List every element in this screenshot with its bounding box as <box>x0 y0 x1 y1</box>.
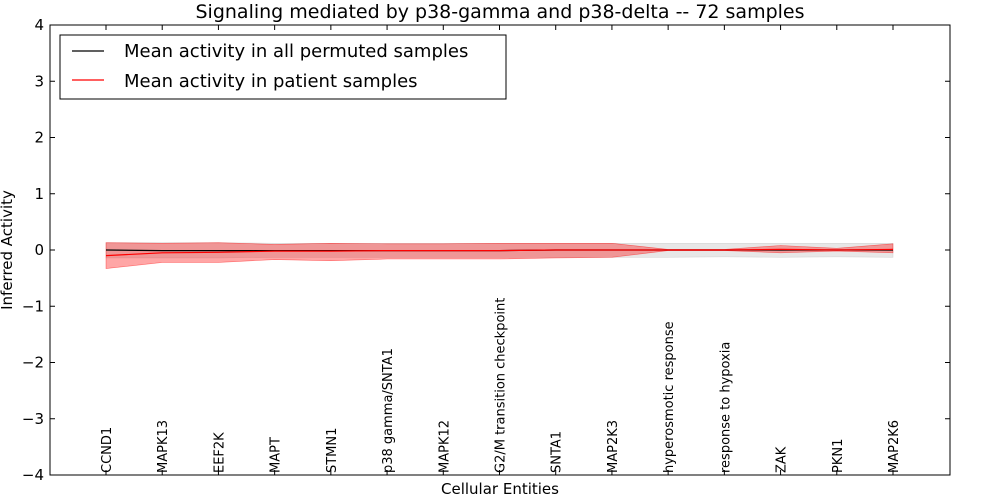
x-axis-label: Cellular Entities <box>441 480 559 498</box>
category-label: ZAK <box>775 446 790 473</box>
y-tick-label: 1 <box>34 185 44 203</box>
category-label: hyperosmotic response <box>662 321 677 473</box>
chart-title: Signaling mediated by p38-gamma and p38-… <box>195 1 804 23</box>
y-tick-label: 2 <box>34 129 44 147</box>
patient-mean-line <box>105 248 894 257</box>
category-label: SNTA1 <box>550 431 565 473</box>
category-label: MAP2K3 <box>606 420 621 473</box>
category-label: STMN1 <box>325 428 340 473</box>
category-label: PKN1 <box>831 439 846 473</box>
category-label: MAP2K6 <box>887 420 902 473</box>
y-tick-label: −2 <box>22 354 44 372</box>
patient-band <box>105 242 894 269</box>
y-tick-label: −4 <box>22 466 44 484</box>
legend-label-permuted: Mean activity in all permuted samples <box>124 41 468 62</box>
y-tick-label: 0 <box>34 241 44 259</box>
y-tick-label: −1 <box>22 297 44 315</box>
legend-label-patient: Mean activity in patient samples <box>124 71 418 92</box>
category-label: MAPK12 <box>437 420 452 473</box>
plot-area <box>105 242 894 269</box>
category-label: response to hypoxia <box>718 342 733 473</box>
category-label: EEF2K <box>212 432 227 473</box>
category-label: MAPT <box>269 437 284 473</box>
y-tick-label: −3 <box>22 410 44 428</box>
y-axis-label: Inferred Activity <box>0 190 16 310</box>
y-axis: 4 3 2 1 0 −1 −2 −3 −4 <box>22 16 950 484</box>
category-label: CCND1 <box>100 427 115 473</box>
category-label: MAPK13 <box>156 420 171 473</box>
category-label: p38 gamma/SNTA1 <box>381 348 396 473</box>
y-tick-label: 4 <box>34 16 44 34</box>
y-tick-label: 3 <box>34 72 44 90</box>
legend-box <box>59 34 507 100</box>
category-label: G2/M transition checkpoint <box>494 298 509 473</box>
category-labels: CCND1 MAPK13 EEF2K MAPT STMN1 p38 gamma/SNTA1… <box>100 25 902 475</box>
legend: Mean activity in all permuted samples Me… <box>59 34 507 100</box>
